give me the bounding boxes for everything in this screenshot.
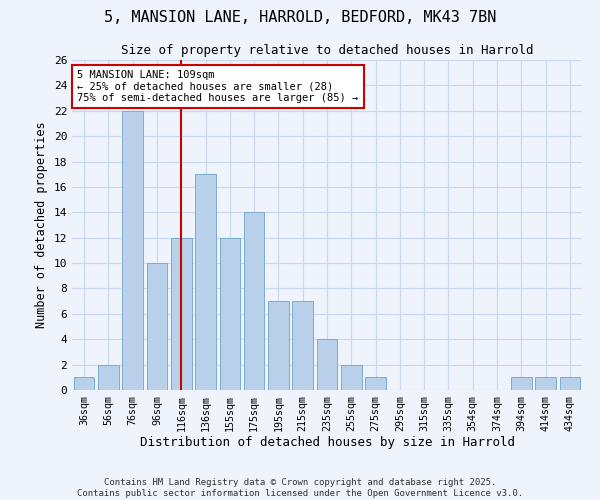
Y-axis label: Number of detached properties: Number of detached properties bbox=[35, 122, 48, 328]
Bar bbox=[292, 301, 313, 390]
Text: 5 MANSION LANE: 109sqm
← 25% of detached houses are smaller (28)
75% of semi-det: 5 MANSION LANE: 109sqm ← 25% of detached… bbox=[77, 70, 358, 103]
Text: 5, MANSION LANE, HARROLD, BEDFORD, MK43 7BN: 5, MANSION LANE, HARROLD, BEDFORD, MK43 … bbox=[104, 10, 496, 25]
Bar bbox=[365, 378, 386, 390]
Bar bbox=[220, 238, 240, 390]
Bar bbox=[535, 378, 556, 390]
Bar bbox=[560, 378, 580, 390]
Title: Size of property relative to detached houses in Harrold: Size of property relative to detached ho… bbox=[121, 44, 533, 58]
Bar bbox=[268, 301, 289, 390]
X-axis label: Distribution of detached houses by size in Harrold: Distribution of detached houses by size … bbox=[139, 436, 515, 450]
Bar bbox=[511, 378, 532, 390]
Bar bbox=[122, 111, 143, 390]
Bar bbox=[317, 339, 337, 390]
Bar bbox=[98, 364, 119, 390]
Bar bbox=[195, 174, 216, 390]
Text: Contains HM Land Registry data © Crown copyright and database right 2025.
Contai: Contains HM Land Registry data © Crown c… bbox=[77, 478, 523, 498]
Bar bbox=[146, 263, 167, 390]
Bar bbox=[341, 364, 362, 390]
Bar bbox=[171, 238, 191, 390]
Bar bbox=[244, 212, 265, 390]
Bar bbox=[74, 378, 94, 390]
